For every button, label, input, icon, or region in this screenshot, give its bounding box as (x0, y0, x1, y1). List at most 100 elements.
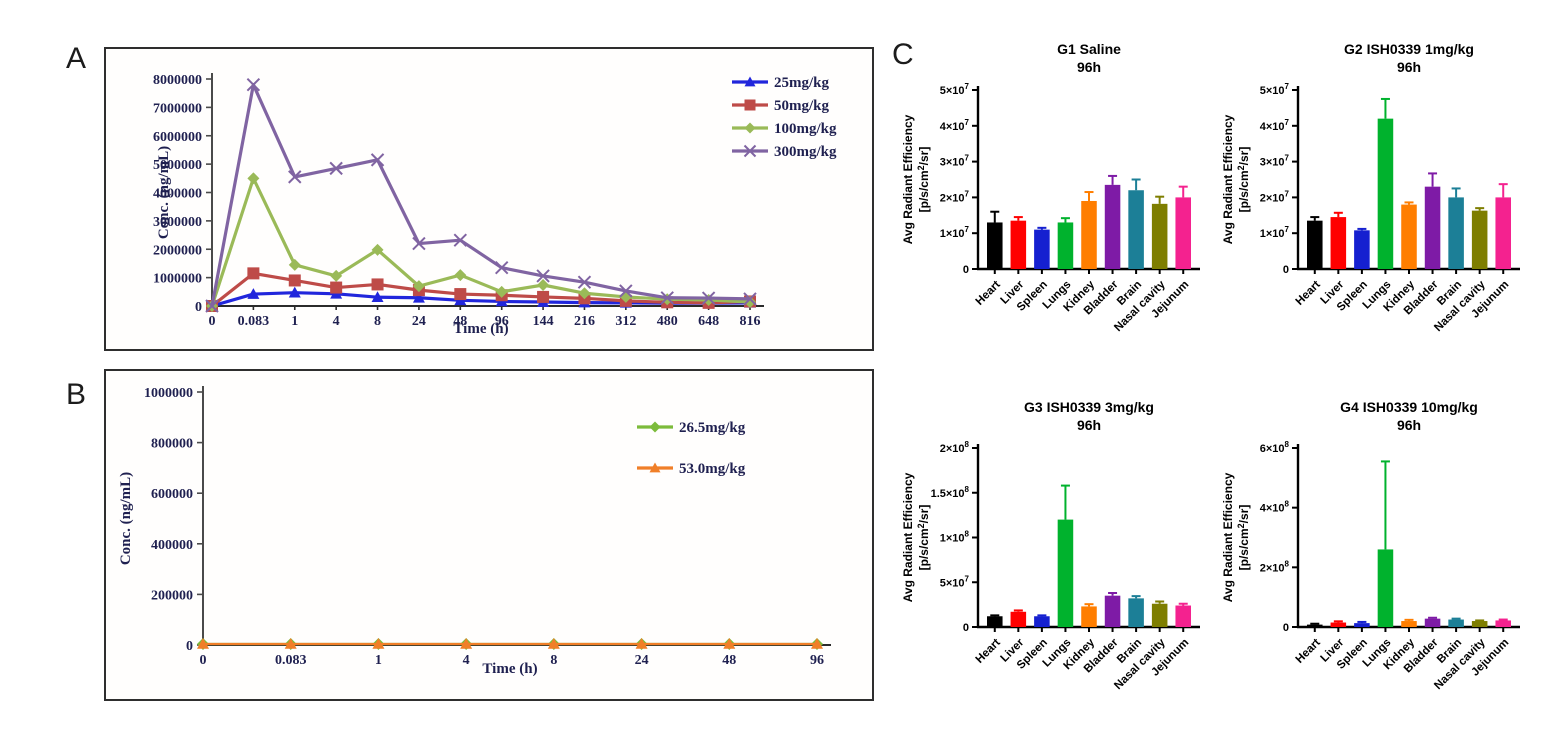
line-chart-A: 0 1000000 2000000 3000000 4000000 5000000 6000… (153, 73, 837, 337)
bar-Nasal cavity (1151, 203, 1168, 269)
bar-Heart (1307, 220, 1323, 269)
chart-title: G2 ISH0339 1mg/kg (1344, 41, 1474, 57)
x-tick-label: 24 (635, 653, 649, 668)
y-tick-label: 4000000 (153, 187, 202, 202)
chart-subtitle: 96h (1077, 59, 1101, 75)
x-tick-label: 1 (291, 314, 298, 329)
panel-a-label: A (66, 42, 87, 75)
bar-Liver (1010, 220, 1027, 269)
marker-triangle (197, 637, 209, 649)
y-tick-label: 2×107 (1260, 189, 1290, 204)
y-tick-label: 800000 (151, 437, 193, 452)
legend-item-53.0mg/kg: 53.0mg/kg (637, 461, 746, 477)
marker-diamond (537, 279, 550, 292)
legend-item-25mg/kg: 25mg/kg (732, 75, 830, 91)
chart-g1-saline: G1 Saline 96h 0 1×107 2×107 3×107 4×107 5×107 Av… (898, 32, 1218, 384)
legend-label: 100mg/kg (774, 121, 837, 137)
marker-triangle (811, 637, 823, 649)
x-tick-label-Heart: Heart (1294, 637, 1323, 666)
x-tick-label: 4 (333, 314, 340, 329)
bar-Jejunum (1495, 620, 1511, 627)
marker-x (370, 153, 385, 167)
y-tick-label: 600000 (151, 487, 193, 502)
bar-Bladder (1104, 184, 1121, 269)
y-axis-title-line1: Avg Radiant Efficiency (901, 114, 915, 244)
y-tick-label: 1.5×108 (931, 485, 970, 500)
x-tick-label: 144 (533, 314, 554, 329)
x-tick-label-Heart: Heart (974, 637, 1003, 666)
x-tick-label: 648 (698, 314, 719, 329)
bar-Brain (1128, 190, 1144, 269)
x-tick-label: 96 (810, 653, 824, 668)
y-tick-label: 4×108 (1260, 500, 1290, 515)
bar-Spleen (1034, 229, 1050, 269)
marker-triangle (412, 291, 425, 303)
chart-title: G1 Saline (1057, 41, 1121, 57)
x-tick-label: 8 (550, 653, 557, 668)
y-tick-label: 8000000 (153, 73, 202, 88)
y-tick-label: 6000000 (153, 130, 202, 145)
marker-square (247, 267, 260, 280)
panel-c-grid: G1 Saline 96h 0 1×107 2×107 3×107 4×107 5×107 Av… (898, 32, 1538, 748)
y-axis-title-line1: Avg Radiant Efficiency (1221, 114, 1235, 244)
bar-chart-C4: G4 ISH0339 10mg/kg 96h 0 2×108 4×108 6×108 Avg… (1221, 399, 1520, 692)
marker-diamond (247, 172, 260, 185)
y-tick-label: 0 (1283, 622, 1289, 634)
bar-chart-C2: G2 ISH0339 1mg/kg 96h 0 1×107 2×107 3×107 4×10… (1221, 41, 1520, 334)
marker-triangle (288, 286, 301, 298)
x-tick-label: 24 (412, 314, 426, 329)
marker-x (453, 233, 468, 247)
marker-triangle (723, 637, 736, 649)
y-tick-label: 1×108 (940, 530, 970, 545)
bar-Liver (1010, 611, 1027, 627)
bar-Nasal cavity (1471, 621, 1488, 627)
x-tick-label: 816 (740, 314, 761, 329)
marker-square (371, 278, 384, 291)
y-tick-label: 4×107 (1260, 118, 1290, 133)
legend-item-50mg/kg: 50mg/kg (732, 98, 830, 114)
marker-x (494, 260, 509, 275)
x-axis-title: Time (h) (482, 661, 537, 677)
bar-Nasal cavity (1471, 210, 1488, 269)
marker-x (619, 284, 633, 298)
bar-Heart (987, 616, 1003, 627)
legend-label: 300mg/kg (774, 144, 837, 160)
bar-Heart (1307, 624, 1323, 627)
chart-g2-ish0339-1mgkg: G2 ISH0339 1mg/kg 96h 0 1×107 2×107 3×107 4×10… (1218, 32, 1538, 384)
x-tick-label: 1 (375, 653, 382, 668)
marker-diamond (288, 258, 301, 271)
marker-x (288, 170, 302, 184)
bar-Lungs (1377, 549, 1394, 627)
bar-Lungs (1377, 118, 1394, 269)
y-tick-label: 3000000 (153, 215, 202, 230)
y-axis-title-line2: [p/s/cm2/sr] (1236, 147, 1251, 213)
bar-Liver (1330, 217, 1347, 269)
y-tick-label: 0 (963, 264, 969, 276)
bar-chart-C3: G3 ISH0339 3mg/kg 96h 0 5×107 1×108 1.5×108 2×… (901, 399, 1200, 692)
marker-triangle (635, 637, 648, 649)
y-tick-label: 2000000 (153, 243, 202, 258)
y-tick-label: 0 (1283, 264, 1289, 276)
x-tick-label: 0.083 (238, 314, 270, 329)
legend-item-300mg/kg: 300mg/kg (732, 144, 837, 160)
marker-x (329, 161, 343, 176)
y-tick-label: 3×107 (1260, 154, 1290, 169)
y-tick-label: 1×107 (1260, 225, 1290, 240)
bar-Brain (1128, 598, 1144, 627)
x-tick-label: 0 (209, 314, 216, 329)
bar-chart-C1: G1 Saline 96h 0 1×107 2×107 3×107 4×107 5×107 Av… (901, 41, 1200, 334)
y-tick-label: 1×107 (940, 225, 970, 240)
y-tick-label: 5×107 (940, 574, 970, 589)
y-tick-label: 2×108 (940, 440, 970, 455)
legend-label: 25mg/kg (774, 75, 830, 91)
bar-Jejunum (1175, 197, 1191, 269)
marker-triangle (371, 291, 384, 303)
y-tick-label: 2×108 (1260, 559, 1290, 574)
marker-x (660, 291, 674, 305)
bar-Kidney (1401, 204, 1417, 269)
y-tick-label: 7000000 (153, 101, 202, 116)
x-tick-label-Heart: Heart (1294, 279, 1323, 308)
chart-g4-ish0339-10mgkg: G4 ISH0339 10mg/kg 96h 0 2×108 4×108 6×108 Avg… (1218, 390, 1538, 742)
y-axis-title-line1: Avg Radiant Efficiency (901, 472, 915, 602)
x-tick-label: 48 (722, 653, 736, 668)
